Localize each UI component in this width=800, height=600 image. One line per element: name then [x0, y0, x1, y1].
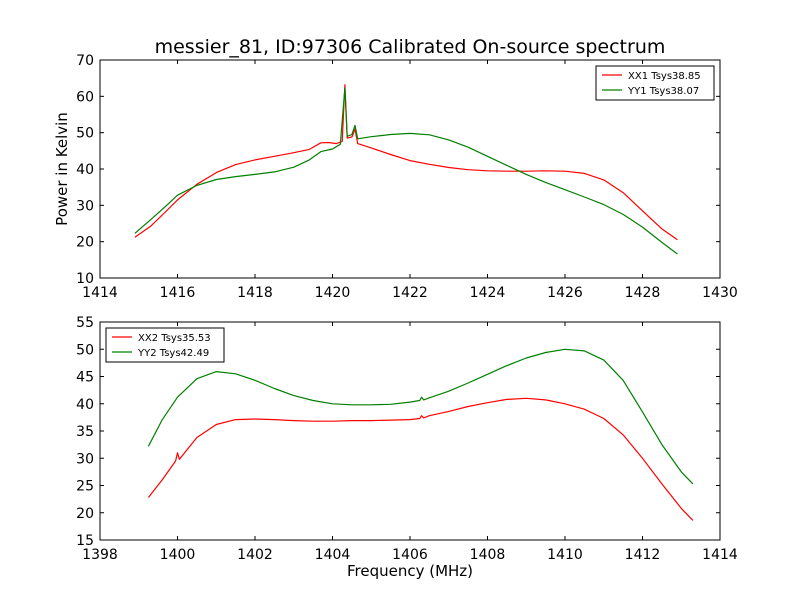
y-tick-label: 50 — [76, 126, 94, 142]
legend-box — [595, 65, 715, 101]
chart-title: messier_81, ID:97306 Calibrated On-sourc… — [155, 36, 666, 58]
x-tick-label: 1416 — [160, 285, 196, 301]
x-tick-label: 1400 — [160, 547, 196, 563]
y-tick-label: 15 — [76, 533, 94, 549]
x-tick-label: 1408 — [470, 547, 506, 563]
y-tick-label: 35 — [76, 424, 94, 440]
x-tick-label: 1412 — [625, 547, 661, 563]
y-axis-label: Power in Kelvin — [53, 112, 71, 226]
y-tick-label: 55 — [76, 315, 94, 331]
y-tick-label: 25 — [76, 479, 94, 495]
x-tick-label: 1414 — [82, 285, 118, 301]
y-tick-label: 40 — [76, 162, 94, 178]
y-tick-label: 50 — [76, 342, 94, 358]
legend-box — [105, 327, 225, 363]
legend-label: YY1 Tsys38.07 — [627, 86, 699, 97]
legend-label: XX1 Tsys38.85 — [628, 71, 701, 82]
x-tick-label: 1424 — [470, 285, 506, 301]
x-tick-label: 1430 — [702, 285, 738, 301]
y-tick-label: 45 — [76, 370, 94, 386]
y-tick-label: 60 — [76, 89, 94, 105]
x-tick-label: 1420 — [315, 285, 351, 301]
x-tick-label: 1410 — [547, 547, 583, 563]
x-tick-label: 1414 — [702, 547, 738, 563]
y-tick-label: 70 — [76, 53, 94, 69]
y-tick-label: 30 — [76, 198, 94, 214]
series-line-2 — [134, 87, 678, 255]
x-tick-label: 1398 — [82, 547, 118, 563]
y-tick-label: 10 — [76, 271, 94, 287]
x-tick-label: 1418 — [237, 285, 273, 301]
bottom-plot: 1398 1400 1402 1404 1406 1408 1410 1412 1414 15 20… — [76, 315, 738, 580]
legend: XX1 Tsys38.85 YY1 Tsys38.07 — [595, 65, 715, 101]
y-tick-label: 20 — [76, 506, 94, 522]
y-tick-label: 20 — [76, 235, 94, 251]
series-line-2 — [147, 348, 694, 485]
x-tick-label: 1428 — [625, 285, 661, 301]
x-axis-label: Frequency (MHz) — [347, 562, 473, 580]
y-tick-label: 30 — [76, 451, 94, 467]
x-tick-label: 1422 — [392, 285, 428, 301]
top-plot: 1414 1416 1418 1420 1422 1424 1426 1428 1430 10 20… — [53, 53, 738, 301]
series-line-1 — [147, 397, 694, 521]
x-tick-label: 1404 — [315, 547, 351, 563]
legend: XX2 Tsys35.53 YY2 Tsys42.49 — [105, 327, 225, 363]
legend-label: XX2 Tsys35.53 — [138, 333, 211, 344]
x-tick-label: 1402 — [237, 547, 273, 563]
legend-label: YY2 Tsys42.49 — [137, 348, 209, 359]
x-tick-label: 1406 — [392, 547, 428, 563]
y-tick-label: 40 — [76, 397, 94, 413]
x-tick-label: 1426 — [547, 285, 583, 301]
series-line-1 — [134, 84, 678, 241]
